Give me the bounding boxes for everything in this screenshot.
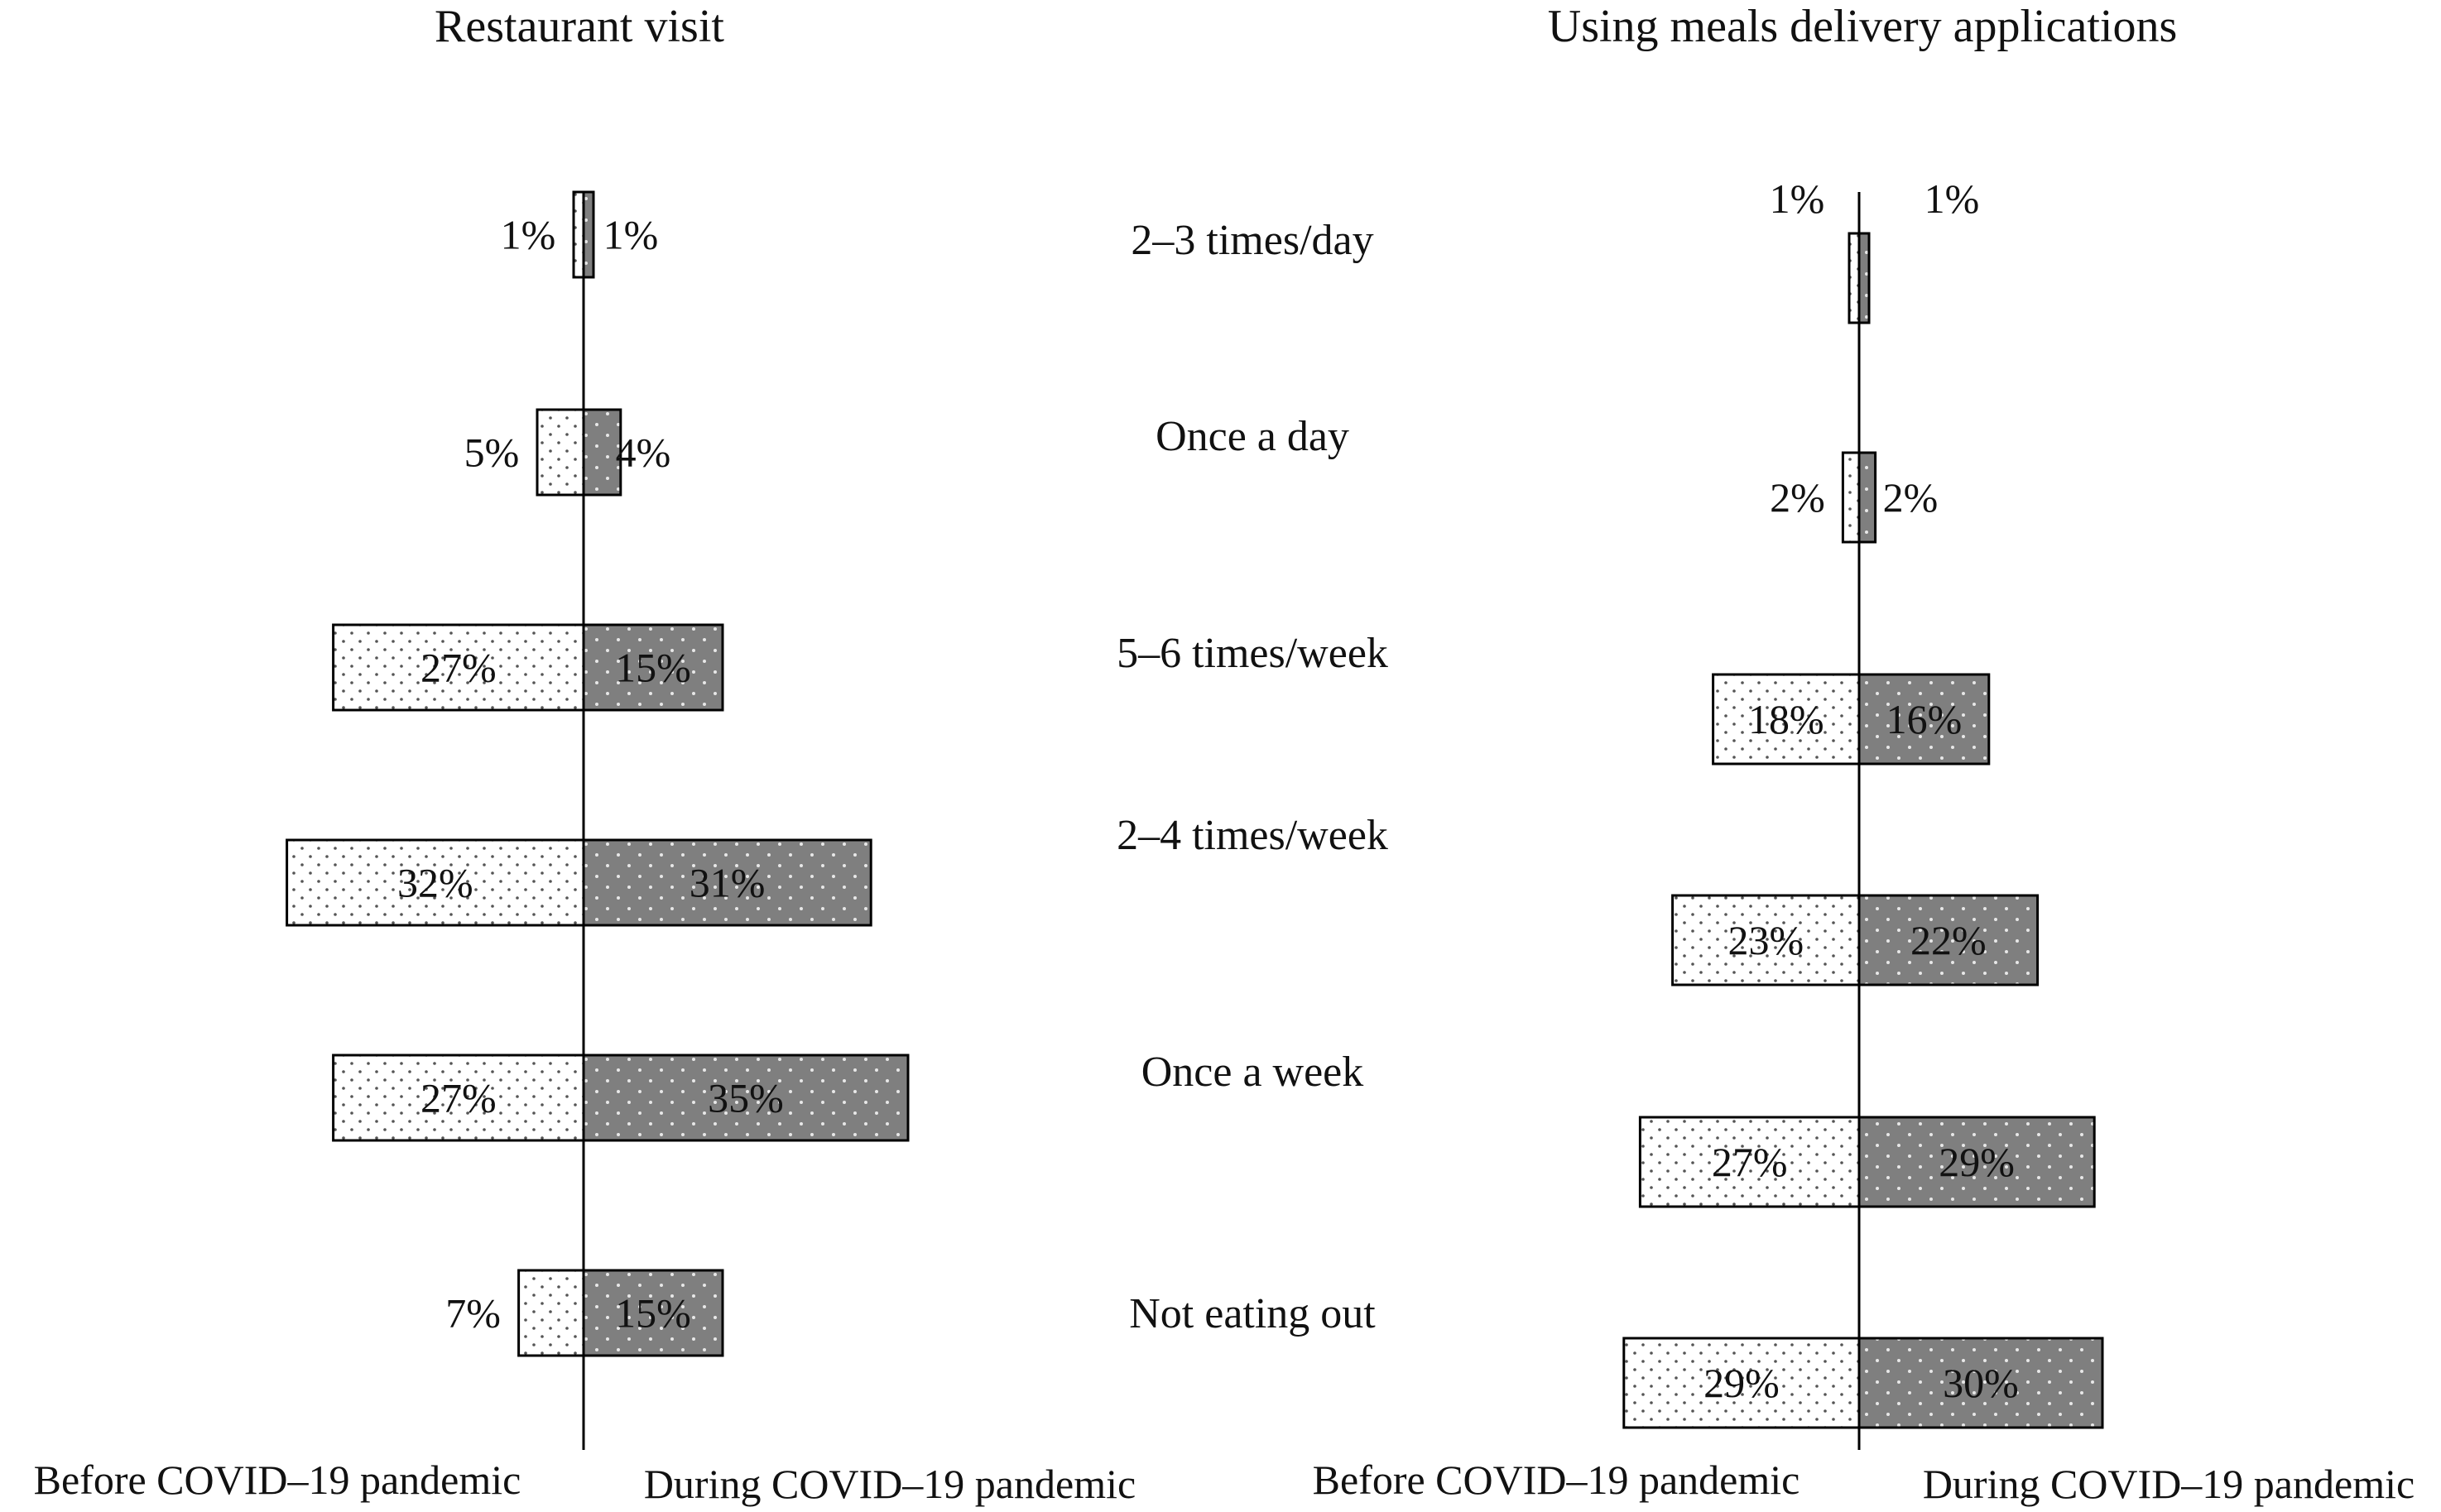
right-during-bar [1857, 894, 2040, 986]
left-during-bar [582, 190, 595, 279]
right-before-bar [1671, 894, 1861, 986]
right-before-value-label: 2% [1770, 474, 1825, 521]
right-chart-title: Using meals delivery applications [1548, 1, 2177, 52]
left-during-label: During COVID–19 pandemic [644, 1461, 1136, 1507]
left-during-bar [582, 1054, 910, 1142]
left-during-bar [582, 408, 622, 497]
bars-layer: 1% 1% 5% 4% 27% 15% 32% 31% 27% 35% 7% 15% 1% 1% 2% 2% 1… [286, 175, 2104, 1429]
right-during-value-label: 29% [1939, 1139, 2015, 1185]
left-before-bar [572, 190, 585, 279]
right-before-label: Before COVID–19 pandemic [1313, 1457, 1800, 1503]
right-during-value-label: 16% [1886, 696, 1963, 742]
left-during-value-label: 35% [708, 1075, 784, 1121]
right-during-bar [1857, 451, 1877, 544]
left-during-value-label: 15% [615, 645, 691, 691]
right-during-label: During COVID–19 pandemic [1923, 1461, 2415, 1507]
left-during-bar [582, 1269, 724, 1357]
left-during-value-label: 15% [615, 1290, 691, 1337]
right-during-value-label: 2% [1883, 474, 1939, 521]
left-before-bar [332, 1054, 585, 1142]
right-before-value-label: 23% [1727, 917, 1804, 963]
right-during-value-label: 30% [1943, 1360, 2019, 1406]
left-before-value-label: 1% [501, 212, 556, 258]
right-before-bar [1712, 673, 1861, 766]
category-label: 2–4 times/week [1117, 812, 1388, 859]
left-during-bar [582, 623, 724, 712]
right-before-value-label: 18% [1748, 696, 1824, 742]
right-during-bar [1857, 1116, 2096, 1208]
left-before-bar [332, 623, 585, 712]
left-before-value-label: 27% [420, 645, 497, 691]
category-label: Not eating out [1129, 1290, 1376, 1337]
left-before-value-label: 5% [464, 430, 520, 476]
right-before-value-label: 29% [1703, 1360, 1780, 1406]
category-label: 5–6 times/week [1117, 630, 1388, 677]
category-label: 2–3 times/day [1131, 217, 1373, 264]
right-during-bar [1857, 673, 1991, 766]
right-before-value-label: 27% [1712, 1139, 1788, 1185]
left-before-bar [286, 838, 585, 927]
left-during-bar [582, 838, 872, 927]
right-during-bar [1857, 1337, 2104, 1429]
right-before-bar [1841, 451, 1861, 544]
right-before-bar [1848, 232, 1861, 324]
left-before-label: Before COVID–19 pandemic [34, 1457, 521, 1503]
right-before-value-label: 1% [1770, 175, 1825, 222]
left-during-value-label: 4% [616, 430, 671, 476]
left-before-value-label: 27% [420, 1075, 497, 1121]
right-before-bar [1622, 1337, 1861, 1429]
left-before-bar [536, 408, 585, 497]
left-chart-title: Restaurant visit [435, 1, 724, 52]
right-during-bar [1857, 232, 1871, 324]
left-during-value-label: 31% [690, 860, 766, 906]
left-before-value-label: 7% [445, 1290, 501, 1337]
left-during-value-label: 1% [603, 212, 659, 258]
left-before-value-label: 32% [397, 860, 473, 906]
category-label: Once a day [1156, 413, 1349, 460]
right-during-value-label: 1% [1924, 175, 1980, 222]
right-during-value-label: 22% [1910, 917, 1987, 963]
left-before-bar [517, 1269, 585, 1357]
category-label: Once a week [1141, 1049, 1364, 1096]
